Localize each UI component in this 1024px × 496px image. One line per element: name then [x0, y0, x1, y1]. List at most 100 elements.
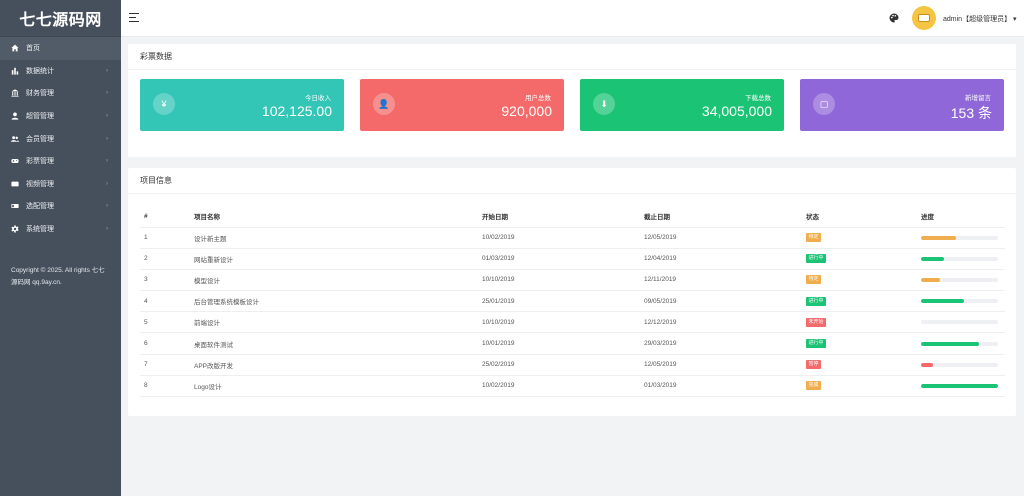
sidebar-item-5[interactable]: 彩票管理 ›: [0, 150, 121, 173]
bank-icon: [10, 88, 20, 98]
sidebar-item-7[interactable]: 选配管理 ›: [0, 195, 121, 218]
sidebar-item-2[interactable]: 财务管理 ›: [0, 82, 121, 105]
progress-bar: [921, 362, 998, 367]
logo[interactable]: 七七源码网: [0, 0, 121, 37]
sidebar-item-3[interactable]: 超管管理 ›: [0, 105, 121, 128]
progress-bar: [921, 277, 998, 282]
progress-fill: [921, 299, 965, 304]
palette-icon[interactable]: [889, 13, 899, 23]
sidebar-item-8[interactable]: 系统管理 ›: [0, 218, 121, 241]
end-date: 12/12/2019: [640, 311, 802, 334]
sidebar-item-label: 选配管理: [26, 203, 54, 211]
row-number: 6: [140, 332, 190, 355]
progress-fill: [921, 277, 941, 282]
table-row[interactable]: 5 前端设计 10/10/2019 12/12/2019 未开始: [140, 311, 1005, 334]
sidebar-item-label: 超管管理: [26, 113, 54, 121]
row-number: 2: [140, 248, 190, 270]
status-badge: 进行中: [806, 254, 827, 264]
sidebar: 七七源码网 首页 数据统计 › 财务管理 › 超管管理 › 会员管理 › 彩票管理 › 视频管理 › 选配…: [0, 0, 121, 496]
table-row[interactable]: 2 网站重新设计 01/03/2019 12/04/2019 进行中: [140, 248, 1005, 270]
project-name: 桌面软件测试: [190, 332, 478, 355]
stat-label: 今日收入: [305, 95, 331, 102]
stat-label: 用户总数: [525, 95, 551, 102]
stat-card[interactable]: ▢ 新增留言 153 条: [800, 79, 1004, 131]
stat-card[interactable]: 👤 用户总数 920,000: [360, 79, 564, 131]
menu-toggle-icon[interactable]: [129, 13, 139, 22]
sidebar-item-label: 彩票管理: [26, 158, 54, 166]
status-badge: 待定: [806, 233, 822, 243]
end-date: 12/05/2019: [640, 227, 802, 249]
sidebar-item-4[interactable]: 会员管理 ›: [0, 127, 121, 150]
chevron-right-icon: ›: [106, 226, 108, 233]
start-date: 10/10/2019: [478, 311, 640, 334]
avatar[interactable]: [912, 6, 936, 30]
sidebar-item-label: 首页: [26, 45, 40, 53]
start-date: 10/10/2019: [478, 269, 640, 292]
progress-fill: [921, 383, 998, 388]
progress-bar: [921, 235, 998, 240]
projects-panel-title: 项目信息: [128, 168, 1016, 194]
sidebar-item-6[interactable]: 视频管理 ›: [0, 173, 121, 196]
stats-panel-title: 彩票数据: [128, 44, 1016, 70]
download-icon: ⬇: [593, 93, 615, 115]
start-date: 25/02/2019: [478, 354, 640, 376]
user-menu[interactable]: admin【超级管理员】 ▾: [943, 14, 1017, 24]
stat-card[interactable]: ¥ 今日收入 102,125.00: [140, 79, 344, 131]
users-icon: [10, 134, 20, 144]
progress-fill: [921, 341, 979, 346]
sidebar-item-label: 系统管理: [26, 226, 54, 234]
stat-value: 920,000: [501, 103, 552, 119]
end-date: 12/11/2019: [640, 269, 802, 292]
stat-label: 新增留言: [965, 95, 991, 102]
sidebar-item-1[interactable]: 数据统计 ›: [0, 60, 121, 83]
status-badge: 完成: [806, 381, 822, 391]
top-bar: admin【超级管理员】 ▾: [121, 0, 1024, 37]
chevron-right-icon: ›: [106, 90, 108, 97]
status-badge: 进行中: [806, 339, 827, 349]
sidebar-item-label: 会员管理: [26, 135, 54, 143]
copyright-text: Copyright © 2025. All rights 七七源码网 qq.9a…: [11, 267, 105, 286]
start-date: 01/03/2019: [478, 248, 640, 270]
table-row[interactable]: 1 设计新主题 10/02/2019 12/05/2019 待定: [140, 227, 1005, 249]
row-number: 5: [140, 311, 190, 334]
column-header: 截止日期: [640, 206, 802, 228]
progress-bar: [921, 341, 998, 346]
table-row[interactable]: 8 Logo设计 10/02/2019 01/03/2019 完成: [140, 375, 1005, 398]
table-row[interactable]: 7 APP改版开发 25/02/2019 12/05/2019 暂停: [140, 354, 1005, 376]
end-date: 12/05/2019: [640, 354, 802, 376]
progress-fill: [921, 362, 933, 367]
table-row[interactable]: 4 后台管理系统模板设计 25/01/2019 09/05/2019 进行中: [140, 290, 1005, 313]
status-badge: 进行中: [806, 296, 827, 306]
project-name: 网站重新设计: [190, 248, 478, 270]
column-header: 状态: [802, 206, 917, 228]
progress-bar: [921, 256, 998, 261]
project-name: 后台管理系统模板设计: [190, 290, 478, 313]
user-icon: 👤: [373, 93, 395, 115]
end-date: 09/05/2019: [640, 290, 802, 313]
stat-value: 153 条: [950, 105, 992, 121]
status-badge: 暂停: [806, 360, 822, 370]
stat-value: 34,005,000: [701, 103, 772, 119]
sidebar-item-label: 财务管理: [26, 90, 54, 98]
table-row[interactable]: 6 桌面软件测试 10/01/2019 29/03/2019 进行中: [140, 332, 1005, 355]
video-icon: [10, 179, 20, 189]
table-row[interactable]: 3 模型设计 10/10/2019 12/11/2019 待定: [140, 269, 1005, 292]
chevron-down-icon: ▾: [1013, 16, 1017, 23]
stat-card[interactable]: ⬇ 下载总数 34,005,000: [580, 79, 784, 131]
column-header: 进度: [917, 206, 1005, 228]
yen-icon: ¥: [153, 93, 175, 115]
end-date: 01/03/2019: [640, 375, 802, 398]
home-icon: [10, 43, 20, 53]
user-name-label: admin【超级管理员】: [943, 16, 1012, 23]
row-number: 7: [140, 354, 190, 376]
sidebar-item-0[interactable]: 首页: [0, 37, 121, 60]
status-badge: 待定: [806, 275, 822, 285]
gamepad-icon: [10, 156, 20, 166]
start-date: 10/02/2019: [478, 227, 640, 249]
progress-bar: [921, 299, 998, 304]
column-header: 项目名称: [190, 206, 478, 228]
project-name: 模型设计: [190, 269, 478, 292]
projects-panel: 项目信息 # 项目名称 开始日期 截止日期 状态 进度 1 设计新主题 10/02/2019 1…: [128, 168, 1016, 416]
row-number: 4: [140, 290, 190, 313]
status-badge: 未开始: [806, 317, 827, 327]
